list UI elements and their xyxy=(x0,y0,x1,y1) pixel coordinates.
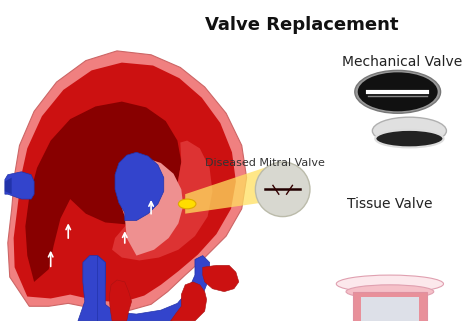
Polygon shape xyxy=(421,292,427,325)
Polygon shape xyxy=(8,51,246,311)
Polygon shape xyxy=(353,292,427,325)
Polygon shape xyxy=(115,152,164,220)
Ellipse shape xyxy=(355,71,441,113)
Text: Mechanical Valve: Mechanical Valve xyxy=(342,55,463,69)
Polygon shape xyxy=(5,172,34,199)
Polygon shape xyxy=(5,177,12,194)
Polygon shape xyxy=(78,255,105,321)
Polygon shape xyxy=(171,282,207,321)
Polygon shape xyxy=(112,141,212,260)
Ellipse shape xyxy=(358,72,438,111)
Polygon shape xyxy=(185,165,288,214)
Polygon shape xyxy=(25,102,181,282)
Ellipse shape xyxy=(346,285,434,298)
Ellipse shape xyxy=(375,130,444,148)
Ellipse shape xyxy=(178,199,196,209)
Ellipse shape xyxy=(373,117,447,145)
Polygon shape xyxy=(203,265,239,292)
Polygon shape xyxy=(353,292,359,325)
Text: Diseased Mitral Valve: Diseased Mitral Valve xyxy=(205,158,325,168)
Text: Valve Replacement: Valve Replacement xyxy=(205,16,399,34)
Polygon shape xyxy=(98,255,210,321)
Polygon shape xyxy=(119,158,183,255)
Polygon shape xyxy=(109,280,132,321)
Polygon shape xyxy=(14,63,236,302)
Ellipse shape xyxy=(336,275,444,292)
Text: Tissue Valve: Tissue Valve xyxy=(347,197,433,211)
Polygon shape xyxy=(361,296,419,325)
Circle shape xyxy=(255,162,310,216)
